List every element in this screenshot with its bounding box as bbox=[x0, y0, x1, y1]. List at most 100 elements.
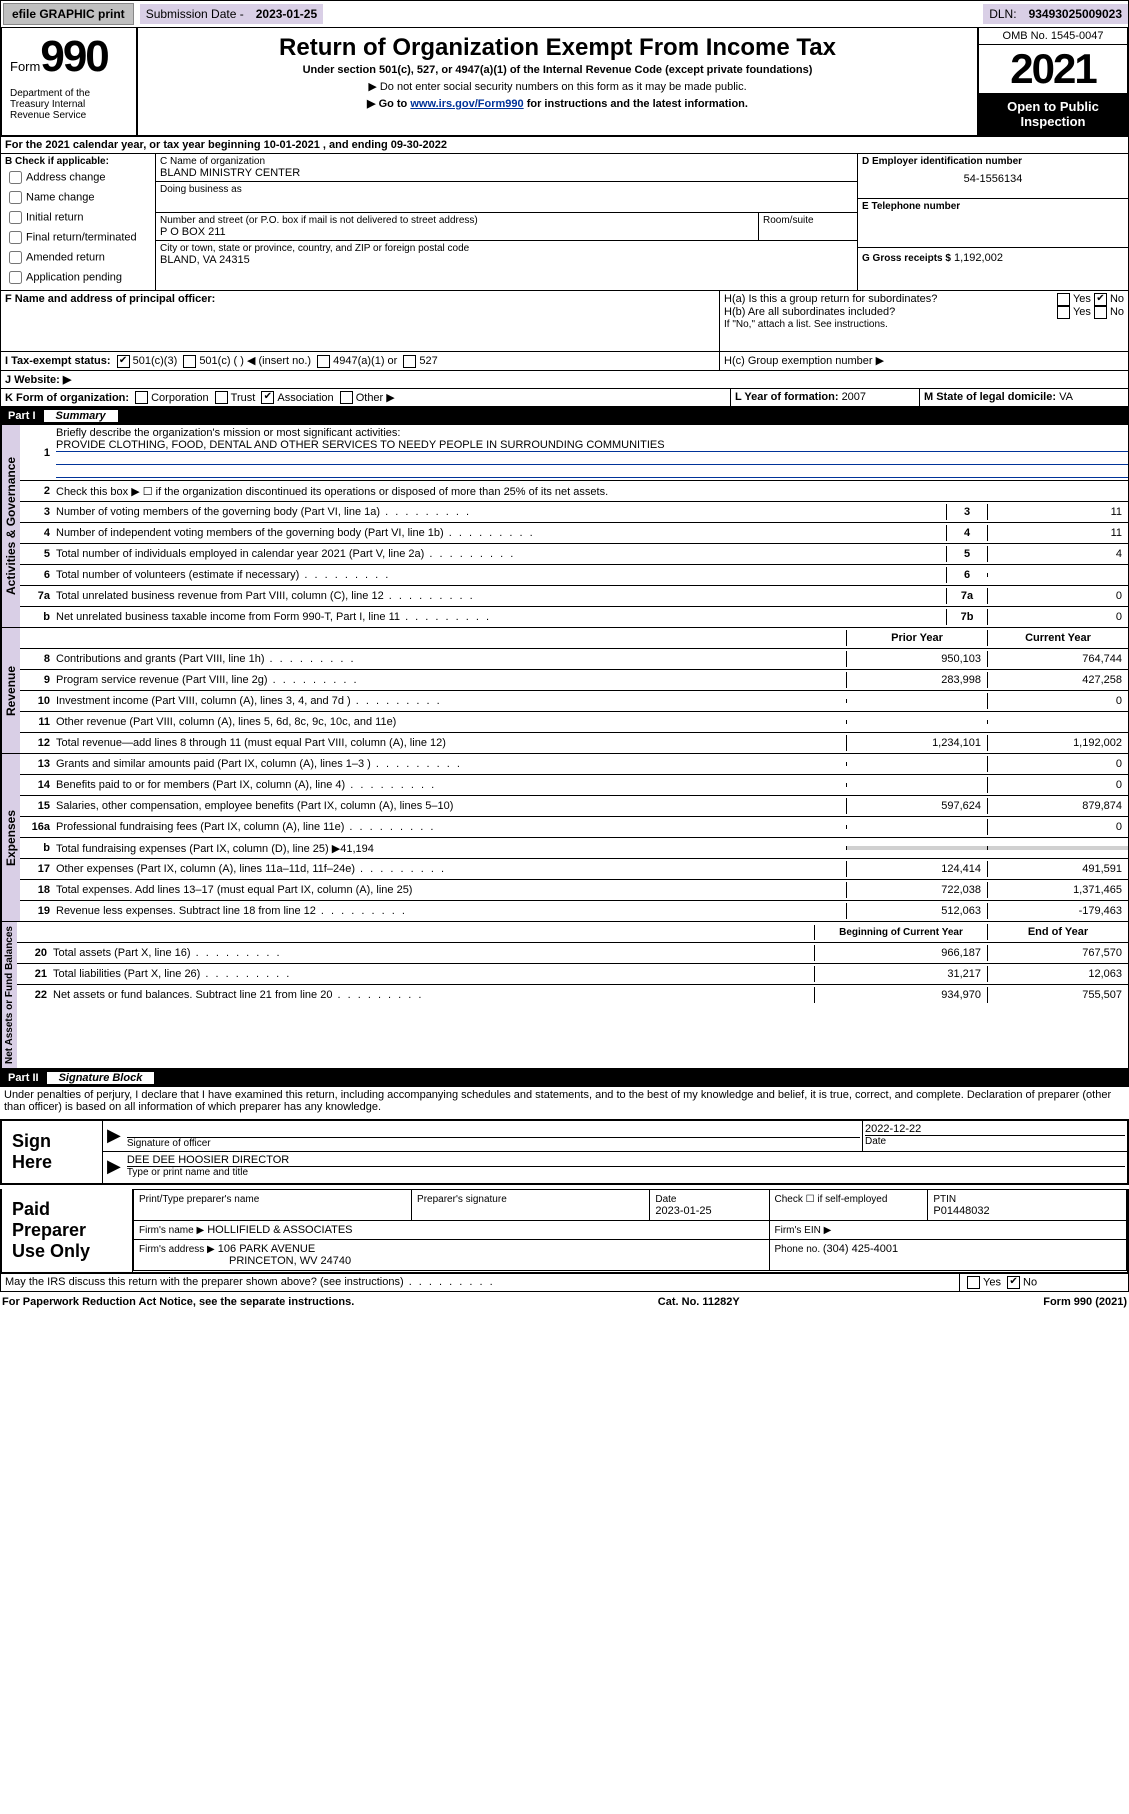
l7b: Net unrelated business taxable income fr… bbox=[56, 609, 946, 625]
p13 bbox=[846, 762, 987, 766]
sig-date-v: 2022-12-22 bbox=[865, 1123, 1125, 1135]
hdr-prior: Prior Year bbox=[846, 630, 987, 646]
i-501c3[interactable]: ✔ bbox=[117, 355, 130, 368]
phone: (304) 425-4001 bbox=[823, 1243, 898, 1255]
footer-left: For Paperwork Reduction Act Notice, see … bbox=[2, 1296, 354, 1308]
p11 bbox=[846, 720, 987, 724]
l1v: PROVIDE CLOTHING, FOOD, DENTAL AND OTHER… bbox=[56, 439, 1128, 452]
hb-no[interactable] bbox=[1094, 306, 1107, 319]
g-val: 1,192,002 bbox=[954, 252, 1003, 264]
hdr-beg: Beginning of Current Year bbox=[814, 925, 987, 940]
i-label: I Tax-exempt status: bbox=[5, 355, 111, 367]
sig-date: Date bbox=[865, 1135, 1125, 1147]
net-label: Net Assets or Fund Balances bbox=[1, 922, 17, 1068]
paid-h3: Date bbox=[655, 1194, 676, 1205]
c12: 1,192,002 bbox=[987, 735, 1128, 751]
k-assoc[interactable]: ✔ bbox=[261, 391, 274, 404]
ha-yes[interactable] bbox=[1057, 293, 1070, 306]
addr1: 106 PARK AVENUE bbox=[218, 1243, 315, 1255]
v6 bbox=[987, 573, 1128, 577]
v4: 11 bbox=[987, 525, 1128, 541]
chk-initial[interactable]: Initial return bbox=[5, 208, 151, 227]
irs-link[interactable]: www.irs.gov/Form990 bbox=[410, 98, 523, 110]
l14: Benefits paid to or for members (Part IX… bbox=[56, 777, 846, 793]
paid-h5: PTIN bbox=[933, 1194, 956, 1205]
m-val: VA bbox=[1059, 391, 1073, 403]
sig-decl: Under penalties of perjury, I declare th… bbox=[0, 1087, 1129, 1115]
k-other[interactable] bbox=[340, 391, 353, 404]
form-number: 990 bbox=[40, 32, 107, 81]
efile-btn[interactable]: efile GRAPHIC print bbox=[3, 3, 134, 25]
l3: Number of voting members of the governin… bbox=[56, 504, 946, 520]
omb: OMB No. 1545-0047 bbox=[979, 28, 1127, 45]
l13: Grants and similar amounts paid (Part IX… bbox=[56, 756, 846, 772]
tax-year: 2021 bbox=[979, 45, 1127, 93]
v7a: 0 bbox=[987, 588, 1128, 604]
city: BLAND, VA 24315 bbox=[160, 254, 853, 266]
l16bv: 41,194 bbox=[340, 843, 374, 855]
p14 bbox=[846, 783, 987, 787]
form-header: Form990 Department of the Treasury Inter… bbox=[0, 28, 1129, 137]
c8: 764,744 bbox=[987, 651, 1128, 667]
i-527[interactable] bbox=[403, 355, 416, 368]
c11 bbox=[987, 720, 1128, 724]
street: P O BOX 211 bbox=[160, 226, 754, 238]
chk-address[interactable]: Address change bbox=[5, 168, 151, 187]
phone-label: Phone no. bbox=[775, 1244, 823, 1255]
l9: Program service revenue (Part VIII, line… bbox=[56, 672, 846, 688]
c18: 1,371,465 bbox=[987, 882, 1128, 898]
exp-label: Expenses bbox=[1, 754, 20, 921]
p16a bbox=[846, 825, 987, 829]
k-trust[interactable] bbox=[215, 391, 228, 404]
discuss-no[interactable]: ✔ bbox=[1007, 1276, 1020, 1289]
paid-date: 2023-01-25 bbox=[655, 1205, 711, 1217]
l2: Check this box ▶ ☐ if the organization d… bbox=[56, 483, 1128, 500]
subdate: 2023-01-25 bbox=[250, 4, 323, 24]
v5: 4 bbox=[987, 546, 1128, 562]
part-ii-header: Part IISignature Block bbox=[0, 1069, 1129, 1087]
l-label: L Year of formation: bbox=[735, 391, 842, 403]
chk-pending[interactable]: Application pending bbox=[5, 268, 151, 287]
dept: Department of the Treasury Internal Reve… bbox=[10, 88, 128, 121]
dln-label: DLN: bbox=[983, 4, 1022, 24]
chk-amended[interactable]: Amended return bbox=[5, 248, 151, 267]
c15: 879,874 bbox=[987, 798, 1128, 814]
i-4947[interactable] bbox=[317, 355, 330, 368]
l7a: Total unrelated business revenue from Pa… bbox=[56, 588, 946, 604]
chk-name[interactable]: Name change bbox=[5, 188, 151, 207]
street-label: Number and street (or P.O. box if mail i… bbox=[160, 215, 754, 226]
k-corp[interactable] bbox=[135, 391, 148, 404]
form-title: Return of Organization Exempt From Incom… bbox=[142, 34, 973, 62]
p17: 124,414 bbox=[846, 861, 987, 877]
c16a: 0 bbox=[987, 819, 1128, 835]
p12: 1,234,101 bbox=[846, 735, 987, 751]
c14: 0 bbox=[987, 777, 1128, 793]
c20: 767,570 bbox=[987, 945, 1128, 961]
p9: 283,998 bbox=[846, 672, 987, 688]
paid-h4: Check ☐ if self-employed bbox=[775, 1194, 888, 1205]
hb-yes[interactable] bbox=[1057, 306, 1070, 319]
k-label: K Form of organization: bbox=[5, 392, 129, 404]
c-label: C Name of organization bbox=[160, 156, 853, 167]
l1: Briefly describe the organization's miss… bbox=[56, 427, 1128, 439]
p22: 934,970 bbox=[814, 987, 987, 1003]
paid-label: Paid Preparer Use Only bbox=[2, 1189, 133, 1272]
i-501c[interactable] bbox=[183, 355, 196, 368]
topbar: efile GRAPHIC print Submission Date - 20… bbox=[0, 0, 1129, 28]
ha-no[interactable]: ✔ bbox=[1094, 293, 1107, 306]
chk-final[interactable]: Final return/terminated bbox=[5, 228, 151, 247]
note2-pre: ▶ Go to bbox=[367, 98, 410, 110]
l5: Total number of individuals employed in … bbox=[56, 546, 946, 562]
l8: Contributions and grants (Part VIII, lin… bbox=[56, 651, 846, 667]
l11: Other revenue (Part VIII, column (A), li… bbox=[56, 714, 846, 730]
sig-name-label: Type or print name and title bbox=[127, 1166, 1125, 1178]
addr2: PRINCETON, WV 24740 bbox=[229, 1255, 351, 1267]
f-label: F Name and address of principal officer: bbox=[5, 293, 715, 305]
p10 bbox=[846, 699, 987, 703]
l10: Investment income (Part VIII, column (A)… bbox=[56, 693, 846, 709]
discuss-yes[interactable] bbox=[967, 1276, 980, 1289]
hdr-end: End of Year bbox=[987, 924, 1128, 940]
hdr-curr: Current Year bbox=[987, 630, 1128, 646]
hc: H(c) Group exemption number ▶ bbox=[720, 352, 1128, 370]
c13: 0 bbox=[987, 756, 1128, 772]
